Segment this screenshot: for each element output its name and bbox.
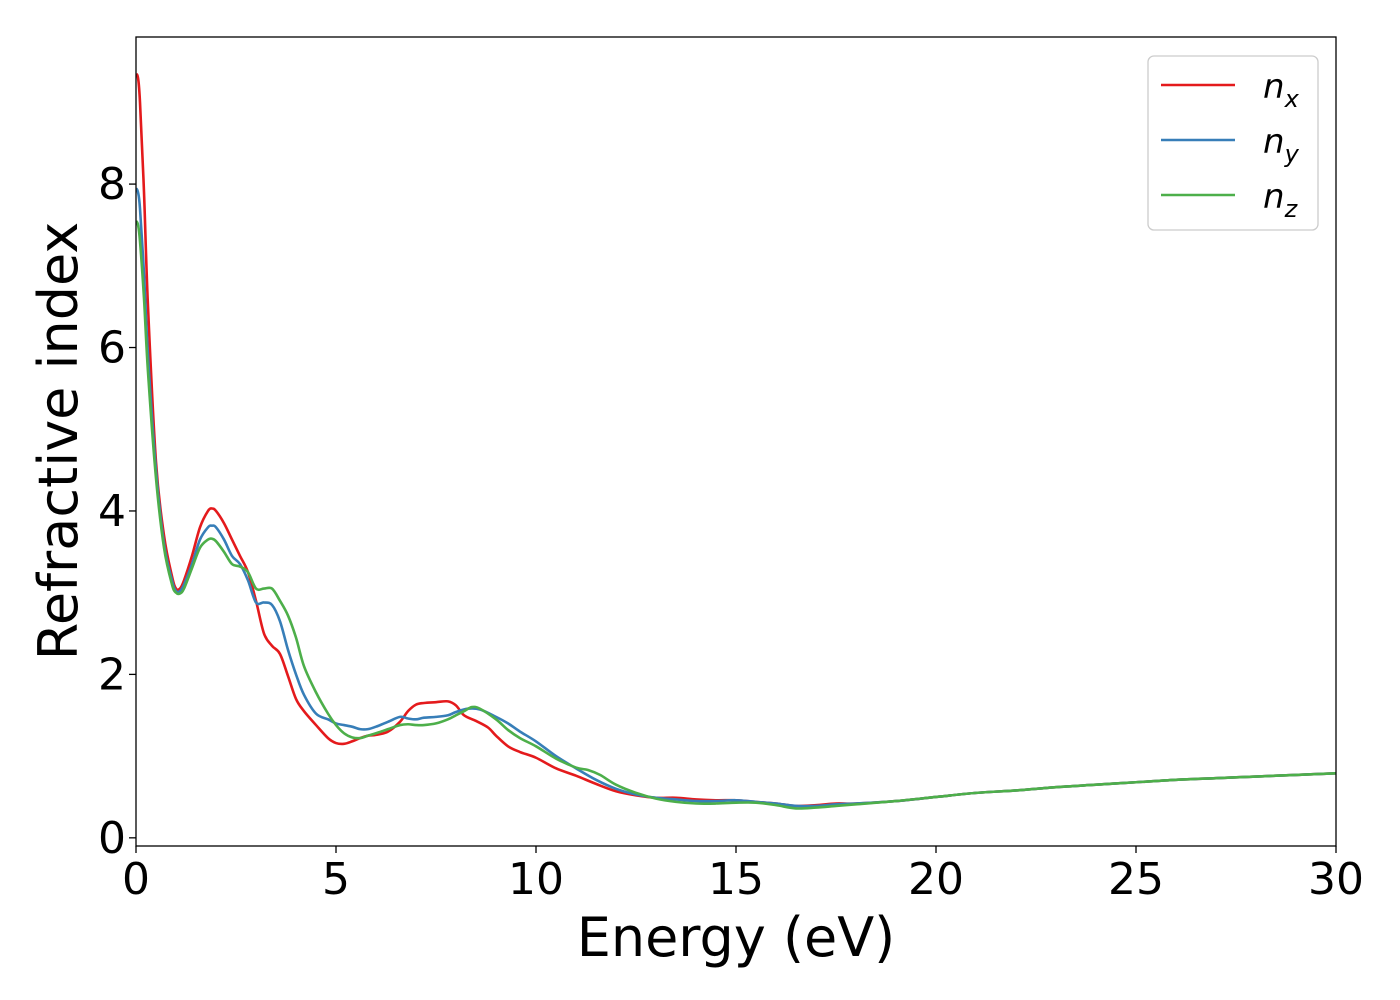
- x-tick-label: 15: [708, 854, 764, 905]
- legend: nx ny nz: [1147, 55, 1319, 231]
- y-tick-label: 6: [98, 323, 126, 374]
- y-tick-label: 0: [98, 813, 126, 864]
- x-tick-label: 0: [122, 854, 150, 905]
- y-tick-label: 2: [98, 649, 126, 700]
- x-axis: 0 5 10 15 20 25 30: [122, 846, 1364, 905]
- legend-box: [1147, 55, 1319, 231]
- legend-entry-z: nz: [1263, 177, 1299, 223]
- x-tick-label: 5: [322, 854, 350, 905]
- x-axis-label: Energy (eV): [577, 906, 896, 969]
- x-tick-label: 10: [508, 854, 564, 905]
- legend-entry-y: ny: [1263, 122, 1300, 168]
- x-tick-label: 30: [1308, 854, 1364, 905]
- series-lines: [136, 72, 1336, 810]
- series-line-y: [136, 187, 1336, 808]
- y-axis: 0 2 4 6 8: [98, 159, 136, 864]
- x-tick-label: 25: [1108, 854, 1164, 905]
- y-axis-label: Refractive index: [27, 222, 90, 661]
- legend-entry-x: nx: [1263, 67, 1300, 113]
- y-tick-label: 8: [98, 159, 126, 210]
- y-tick-label: 4: [98, 486, 126, 537]
- x-tick-label: 20: [908, 854, 964, 905]
- series-line-z: [136, 220, 1336, 810]
